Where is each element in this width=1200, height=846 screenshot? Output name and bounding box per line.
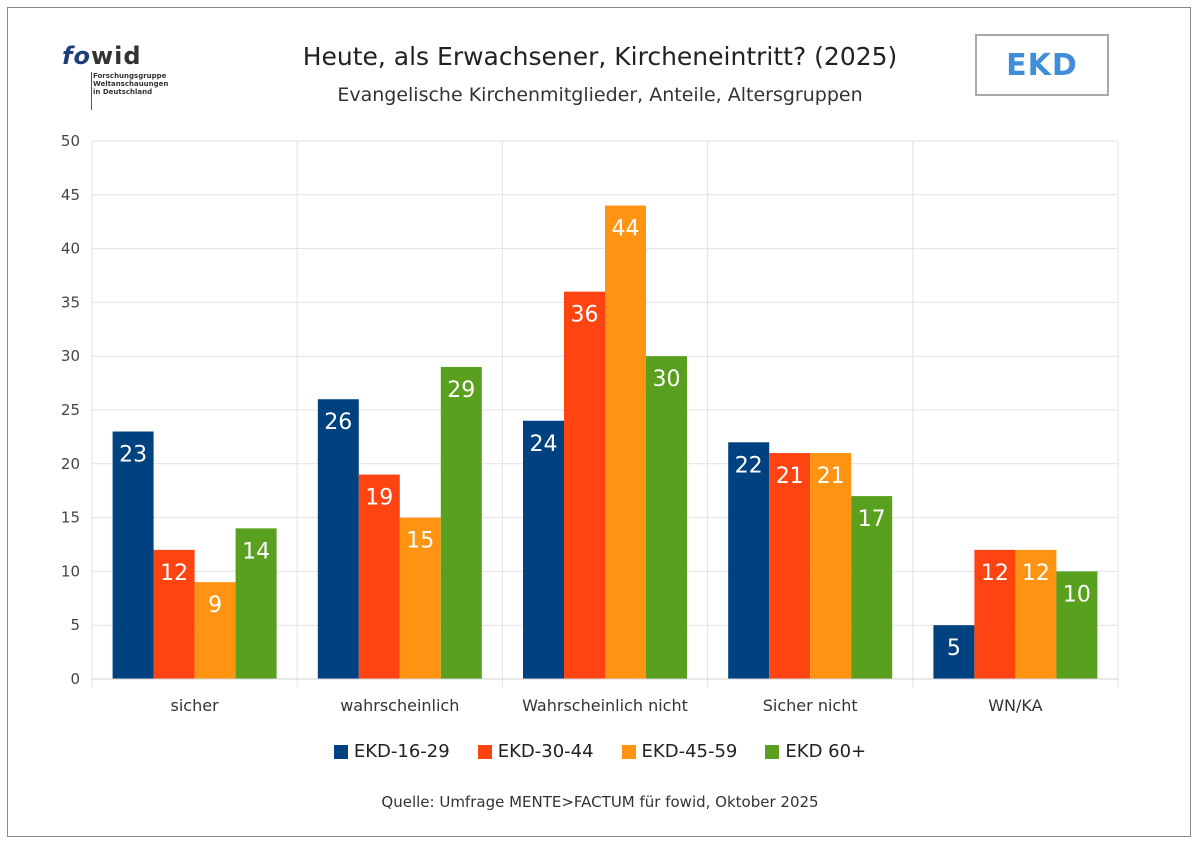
bar xyxy=(646,356,687,679)
x-category-label: Wahrscheinlich nicht xyxy=(522,696,688,715)
bar xyxy=(728,442,770,679)
bar xyxy=(974,549,1016,679)
legend-item: EKD-30-44 xyxy=(477,741,594,762)
bar xyxy=(1015,549,1057,679)
bar-value-label: 12 xyxy=(160,561,188,586)
x-category-label: Sicher nicht xyxy=(763,696,858,715)
bar xyxy=(153,549,195,679)
bar-value-label: 19 xyxy=(365,486,393,511)
y-tick-label: 45 xyxy=(61,186,80,204)
x-category-label: WN/KA xyxy=(988,696,1042,715)
ekd-badge-text: EKD xyxy=(1006,47,1078,83)
bar xyxy=(933,625,975,679)
bar-value-label: 5 xyxy=(947,636,961,661)
bar xyxy=(317,399,359,679)
y-tick-label: 30 xyxy=(61,347,80,365)
bar xyxy=(564,291,605,679)
fowid-logo-description: Forschungsgruppe Weltanschauungen in Deu… xyxy=(93,72,169,96)
source-note: Quelle: Umfrage MENTE>FACTUM für fowid, … xyxy=(381,793,819,811)
x-category-label: sicher xyxy=(171,696,220,715)
bar-value-label: 21 xyxy=(817,464,845,489)
bar xyxy=(851,496,893,679)
y-tick-label: 40 xyxy=(61,240,80,258)
bar xyxy=(358,474,400,679)
bar xyxy=(810,453,852,679)
legend-swatch xyxy=(333,744,348,759)
fowid-logo: fowid Forschungsgruppe Weltanschauungen … xyxy=(62,42,182,112)
y-tick-label: 35 xyxy=(61,293,80,311)
bar-value-label: 21 xyxy=(776,464,804,489)
bar-value-label: 22 xyxy=(735,453,763,478)
bar-value-label: 10 xyxy=(1063,582,1091,607)
y-tick-label: 15 xyxy=(61,509,80,527)
ekd-badge: EKD xyxy=(975,34,1109,96)
bar-value-label: 29 xyxy=(447,378,475,403)
legend-item: EKD 60+ xyxy=(765,741,866,762)
bar xyxy=(523,420,564,679)
bar xyxy=(235,528,277,679)
bar xyxy=(399,517,441,679)
legend: EKD-16-29 EKD-30-44 EKD-45-59 EKD 60+ xyxy=(0,741,1200,762)
bar-value-label: 24 xyxy=(530,432,558,457)
bar xyxy=(605,205,646,679)
fowid-logo-wordmark: fowid xyxy=(62,42,142,70)
y-tick-label: 5 xyxy=(70,616,80,634)
legend-swatch xyxy=(765,744,780,759)
legend-swatch xyxy=(477,744,492,759)
y-tick-label: 50 xyxy=(61,132,80,150)
chart-title: Heute, als Erwachsener, Kircheneintritt?… xyxy=(302,42,898,71)
legend-item: EKD-16-29 xyxy=(333,741,450,762)
x-category-label: wahrscheinlich xyxy=(340,696,459,715)
y-tick-label: 10 xyxy=(61,562,80,580)
bar-value-label: 15 xyxy=(406,529,434,554)
bar-value-label: 44 xyxy=(612,217,640,242)
y-tick-label: 0 xyxy=(70,670,80,688)
bar-value-label: 30 xyxy=(653,367,681,392)
bar-value-label: 14 xyxy=(242,539,270,564)
bar-value-label: 9 xyxy=(208,593,222,618)
bar-value-label: 26 xyxy=(324,410,352,435)
chart-subtitle: Evangelische Kirchenmitglieder, Anteile,… xyxy=(337,84,863,106)
bar xyxy=(769,453,811,679)
bar xyxy=(194,582,236,679)
bar xyxy=(1056,571,1098,679)
legend-swatch xyxy=(621,744,636,759)
bar-value-label: 36 xyxy=(571,303,599,328)
bar xyxy=(440,366,482,679)
bar-value-label: 12 xyxy=(1022,561,1050,586)
fowid-logo-divider xyxy=(91,72,92,110)
y-tick-label: 20 xyxy=(61,455,80,473)
y-tick-label: 25 xyxy=(61,401,80,419)
chart-frame xyxy=(7,7,1191,837)
bar-value-label: 23 xyxy=(119,443,147,468)
bar-value-label: 17 xyxy=(858,507,886,532)
legend-item: EKD-45-59 xyxy=(621,741,737,762)
bar-value-label: 12 xyxy=(981,561,1009,586)
bar xyxy=(112,431,154,679)
